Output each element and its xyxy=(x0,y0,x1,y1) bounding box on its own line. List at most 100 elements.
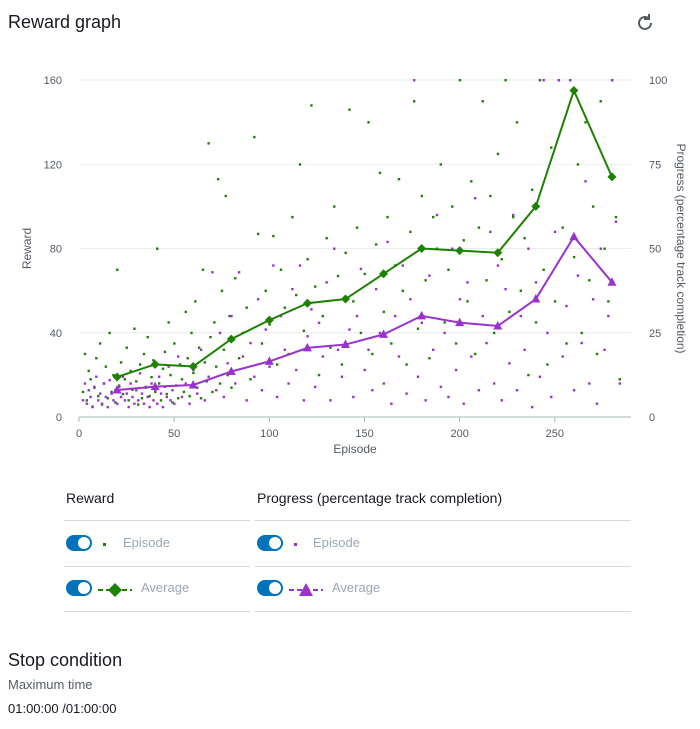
legend-header-reward: Reward xyxy=(66,490,115,506)
progress-episode-point xyxy=(443,331,446,335)
progress-episode-point xyxy=(367,348,370,351)
reward-episode-point xyxy=(534,321,538,324)
reward-episode-point xyxy=(344,251,347,255)
progress-episode-point xyxy=(352,395,355,399)
progress-episode-point xyxy=(462,402,465,405)
progress-episode-point xyxy=(428,274,431,277)
progress-average-point xyxy=(150,381,160,391)
toggle-knob xyxy=(78,582,90,594)
reward-episode-point xyxy=(161,367,165,370)
reward-episode-point xyxy=(367,121,370,124)
reward-episode-point xyxy=(618,378,621,381)
progress-episode-point xyxy=(306,335,309,338)
reward-episode-point xyxy=(95,357,98,360)
progress-episode-point xyxy=(245,399,248,402)
reward-episode-point xyxy=(416,327,420,330)
toggle-reward-average[interactable] xyxy=(66,580,92,596)
progress-episode-point xyxy=(230,314,233,318)
refresh-icon[interactable] xyxy=(634,12,656,34)
reward-episode-point xyxy=(171,401,174,404)
reward-episode-point xyxy=(218,382,222,385)
progress-episode-point xyxy=(504,287,507,291)
progress-episode-point xyxy=(98,392,102,395)
toggle-progress-episode[interactable] xyxy=(257,535,283,551)
progress-episode-marker xyxy=(294,543,297,546)
reward-episode-point xyxy=(302,329,306,333)
reward-average-point xyxy=(493,248,503,258)
reward-episode-point xyxy=(129,369,132,373)
reward-episode-point xyxy=(420,194,424,198)
reward-episode-point xyxy=(576,163,580,166)
y2-tick-label: 25 xyxy=(649,328,661,340)
reward-episode-point xyxy=(542,268,545,271)
progress-episode-point xyxy=(511,213,515,217)
reward-episode-point xyxy=(119,361,123,364)
y2-tick-label: 75 xyxy=(649,159,661,171)
reward-episode-point xyxy=(125,346,128,349)
toggle-progress-average[interactable] xyxy=(257,580,283,596)
y2-axis-label: Progress (percentage track completion) xyxy=(674,143,688,353)
reward-episode-point xyxy=(359,331,363,335)
progress-episode-point xyxy=(314,385,317,389)
progress-episode-point xyxy=(154,389,157,392)
progress-episode-point xyxy=(142,402,146,405)
reward-episode-point xyxy=(116,268,119,271)
reward-episode-point xyxy=(154,390,157,394)
progress-episode-point xyxy=(119,395,123,399)
progress-episode-point xyxy=(599,247,602,250)
reward-episode-point xyxy=(137,403,140,406)
progress-episode-point xyxy=(397,355,401,358)
reward-episode-point xyxy=(466,300,469,303)
reward-average-point xyxy=(150,359,160,369)
progress-episode-point xyxy=(110,392,113,395)
reward-episode-point xyxy=(363,272,366,276)
legend-label: Average xyxy=(332,580,381,595)
progress-episode-point xyxy=(222,395,226,399)
progress-episode-point xyxy=(424,399,427,402)
reward-episode-point xyxy=(192,371,195,375)
legend-header-progress: Progress (percentage track completion) xyxy=(257,490,503,506)
progress-episode-point xyxy=(237,271,241,274)
progress-episode-point xyxy=(348,328,351,331)
reward-episode-point xyxy=(508,310,511,314)
y-axis-label: Reward xyxy=(20,228,34,269)
reward-episode-point xyxy=(561,226,564,229)
progress-episode-point xyxy=(173,402,176,405)
progress-episode-point xyxy=(325,281,328,284)
reward-episode-point xyxy=(89,378,92,381)
progress-episode-point xyxy=(378,331,382,335)
reward-episode-point xyxy=(355,226,359,229)
progress-episode-point xyxy=(135,389,138,392)
progress-episode-point xyxy=(140,392,144,395)
legend-label: Episode xyxy=(123,535,170,550)
progress-episode-point xyxy=(108,378,111,382)
reward-average-point xyxy=(188,361,198,371)
reward-episode-point xyxy=(294,293,298,297)
progress-episode-point xyxy=(148,405,151,409)
progress-episode-point xyxy=(116,402,119,405)
reward-episode-point xyxy=(291,215,294,219)
progress-episode-point xyxy=(283,348,286,351)
toggle-reward-episode[interactable] xyxy=(66,535,92,551)
reward-average-point xyxy=(302,298,312,308)
reward-episode-point xyxy=(253,135,256,139)
progress-episode-point xyxy=(607,314,610,318)
reward-episode-point xyxy=(595,352,599,356)
progress-episode-point xyxy=(413,79,416,82)
reward-episode-point xyxy=(538,79,542,82)
reward-episode-point xyxy=(207,142,210,145)
reward-episode-point xyxy=(371,352,374,356)
reward-episode-point xyxy=(199,397,203,400)
reward-episode-point xyxy=(186,357,189,360)
progress-episode-point xyxy=(492,382,496,385)
progress-episode-point xyxy=(260,389,264,392)
reward-episode-point xyxy=(228,314,231,318)
reward-episode-point xyxy=(176,397,180,400)
progress-episode-point xyxy=(129,382,132,385)
reward-episode-point xyxy=(603,247,606,250)
y-tick-label: 40 xyxy=(50,328,62,340)
progress-episode-point xyxy=(137,399,140,402)
reward-episode-point xyxy=(264,289,267,293)
progress-episode-point xyxy=(123,399,127,402)
progress-episode-point xyxy=(161,405,165,409)
